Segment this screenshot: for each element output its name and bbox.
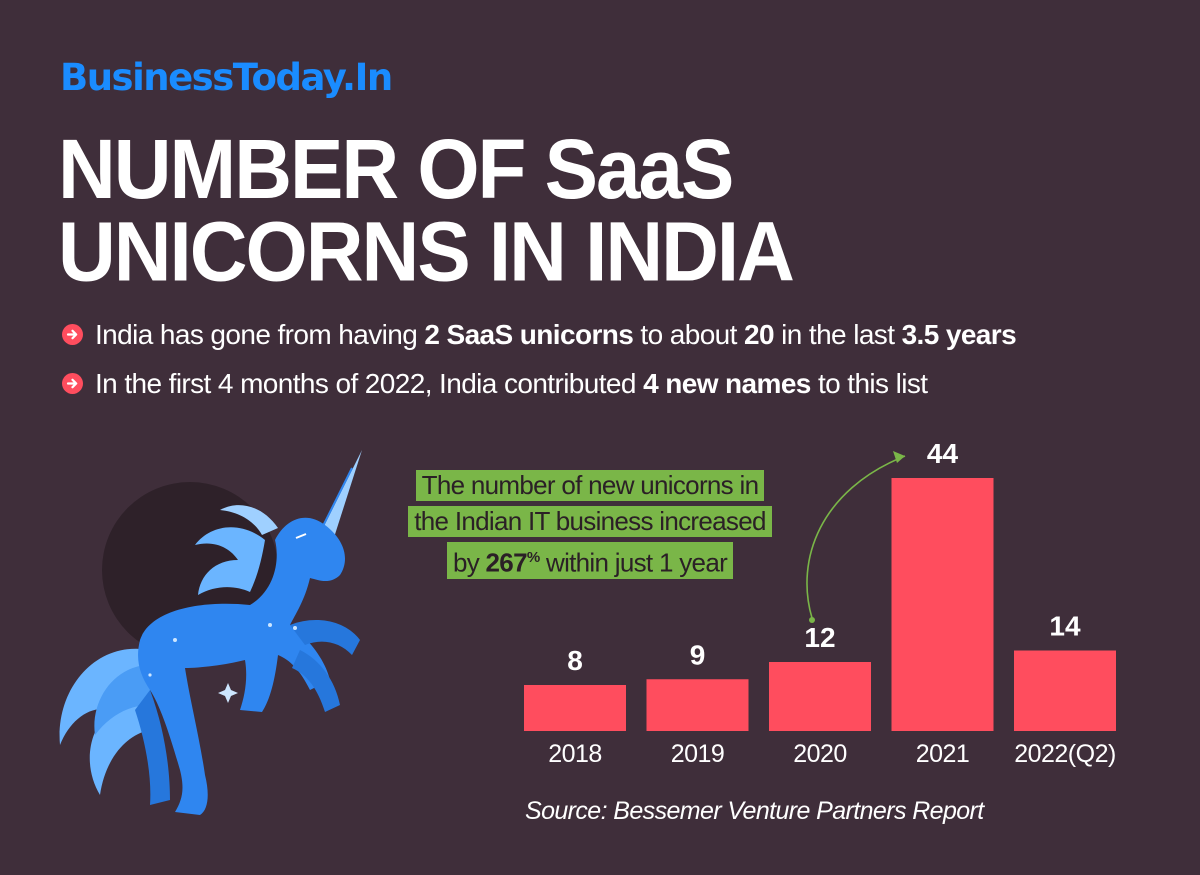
x-tick-label-2021: 2021 [916, 740, 970, 768]
arrow-right-circle-icon [62, 373, 83, 394]
brand-logo: BusinessToday.In [60, 56, 393, 99]
callout-unit: % [526, 549, 540, 566]
callout-line-1: The number of new unicorns in [415, 470, 765, 501]
bullet-item-1: India has gone from having 2 SaaS unicor… [62, 318, 1017, 351]
data-label-2020: 12 [804, 622, 835, 653]
bullet-text: In the first 4 months of 2022, India con… [95, 367, 928, 399]
x-tick-label-2020: 2020 [793, 740, 847, 768]
x-tick-label-2019: 2019 [671, 740, 725, 768]
arrow-right-circle-icon [62, 324, 83, 345]
bar-2018 [524, 685, 626, 731]
x-tick-label-2022(Q2): 2022(Q2) [1014, 740, 1116, 768]
page-title: NUMBER OF SaaS UNICORNS IN INDIA [58, 121, 795, 299]
data-label-2022(Q2): 14 [1049, 611, 1081, 642]
data-label-2021: 44 [927, 438, 959, 469]
callout-line-3: by 267% within just 1 year [446, 542, 734, 579]
bullet-list: India has gone from having 2 SaaS unicor… [62, 318, 1017, 416]
title-line-1: NUMBER OF SaaS [58, 121, 734, 216]
bar-2021 [891, 478, 994, 731]
bar-2022(Q2) [1014, 650, 1116, 731]
bullet-text: India has gone from having 2 SaaS unicor… [95, 318, 1017, 350]
bar-2020 [769, 662, 871, 731]
unicorn-icon [59, 450, 362, 815]
bullet-item-2: In the first 4 months of 2022, India con… [62, 367, 1016, 400]
curved-arrow-icon [806, 451, 906, 623]
callout-box: The number of new unicorns in the Indian… [380, 470, 800, 584]
source-note: Source: Bessemer Venture Partners Report [525, 797, 984, 825]
bar-2019 [646, 679, 749, 731]
title-line-2: UNICORNS IN INDIA [58, 204, 795, 299]
callout-line-2: the Indian IT business increased [408, 506, 772, 537]
data-label-2019: 9 [690, 639, 706, 670]
callout-value: 267 [485, 547, 528, 578]
data-label-2018: 8 [567, 645, 583, 676]
x-tick-label-2018: 2018 [548, 740, 602, 768]
